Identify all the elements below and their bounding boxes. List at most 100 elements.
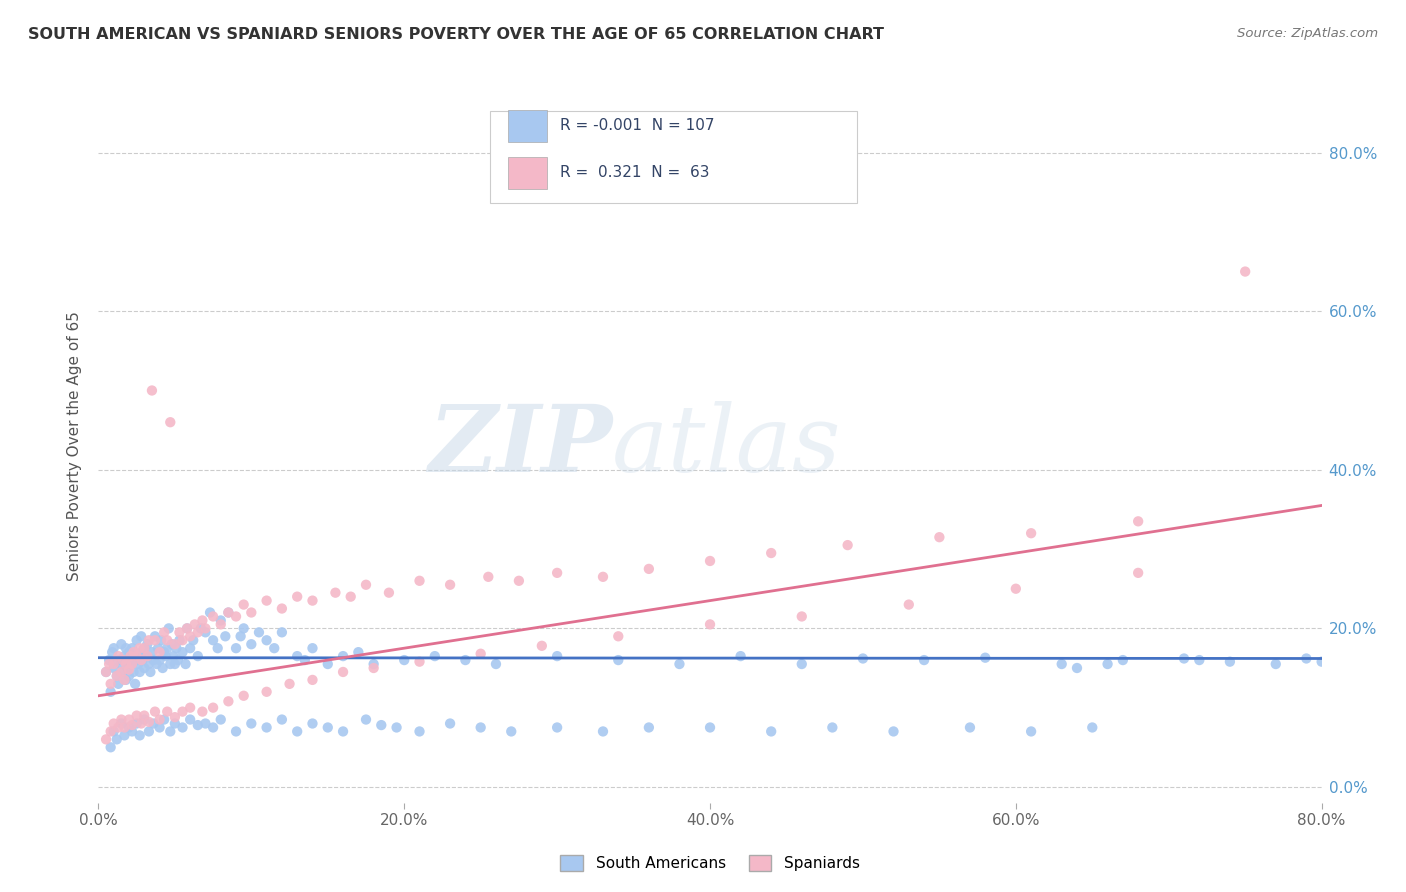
Point xyxy=(125,716,148,731)
Point xyxy=(159,415,181,429)
Point xyxy=(209,713,232,727)
Point xyxy=(143,629,166,643)
Point xyxy=(128,728,150,742)
Point xyxy=(332,649,354,664)
Point xyxy=(110,665,132,679)
Point xyxy=(194,625,217,640)
Point xyxy=(138,724,160,739)
Point xyxy=(153,645,176,659)
Point xyxy=(120,653,142,667)
Point xyxy=(363,657,385,671)
Text: Source: ZipAtlas.com: Source: ZipAtlas.com xyxy=(1237,27,1378,40)
Point xyxy=(546,566,568,580)
Point xyxy=(100,740,122,755)
Point xyxy=(122,649,145,664)
Point xyxy=(699,721,721,735)
Point xyxy=(191,614,214,628)
Point xyxy=(285,724,308,739)
Point xyxy=(1019,724,1042,739)
Point xyxy=(100,685,122,699)
Point xyxy=(111,665,134,679)
Point xyxy=(105,732,128,747)
Point xyxy=(115,673,138,687)
Point xyxy=(385,721,408,735)
Point xyxy=(101,645,124,659)
Point xyxy=(142,716,165,731)
Point xyxy=(530,639,553,653)
FancyBboxPatch shape xyxy=(508,157,547,189)
Y-axis label: Seniors Poverty Over the Age of 65: Seniors Poverty Over the Age of 65 xyxy=(67,311,83,581)
Point xyxy=(1004,582,1026,596)
Point xyxy=(121,718,143,732)
Point xyxy=(1188,653,1211,667)
Point xyxy=(229,629,252,643)
Point xyxy=(270,625,292,640)
Point xyxy=(240,637,263,651)
Point xyxy=(217,606,239,620)
Point xyxy=(194,621,217,635)
Point xyxy=(256,685,278,699)
Point xyxy=(263,641,285,656)
Legend: South Americans, Spaniards: South Americans, Spaniards xyxy=(554,849,866,877)
Point xyxy=(115,657,138,671)
Point xyxy=(141,384,163,398)
Point xyxy=(897,598,920,612)
Point xyxy=(209,617,232,632)
Point xyxy=(256,593,278,607)
Point xyxy=(94,665,117,679)
Point xyxy=(256,633,278,648)
Point xyxy=(408,655,430,669)
Point xyxy=(301,716,323,731)
Point xyxy=(176,621,198,635)
Point xyxy=(134,641,156,656)
Point xyxy=(138,633,160,648)
Point xyxy=(232,621,254,635)
Text: R =  0.321  N =  63: R = 0.321 N = 63 xyxy=(560,165,709,180)
Point xyxy=(1112,653,1135,667)
Point xyxy=(149,653,172,667)
Point xyxy=(477,570,499,584)
Point xyxy=(187,649,209,664)
Point xyxy=(1066,661,1088,675)
Point xyxy=(118,663,141,677)
Point xyxy=(232,689,254,703)
Point xyxy=(301,673,323,687)
Text: SOUTH AMERICAN VS SPANIARD SENIORS POVERTY OVER THE AGE OF 65 CORRELATION CHART: SOUTH AMERICAN VS SPANIARD SENIORS POVER… xyxy=(28,27,884,42)
Point xyxy=(637,721,661,735)
Point xyxy=(120,649,142,664)
Point xyxy=(592,724,614,739)
Point xyxy=(316,721,339,735)
Point xyxy=(141,645,163,659)
Point xyxy=(285,590,308,604)
Point xyxy=(179,641,201,656)
Point xyxy=(125,633,148,648)
Point xyxy=(240,606,263,620)
Point xyxy=(118,669,141,683)
Point xyxy=(105,669,128,683)
Point xyxy=(301,641,323,656)
Point xyxy=(214,629,236,643)
Point xyxy=(191,705,214,719)
Point xyxy=(163,657,186,671)
Point xyxy=(122,645,145,659)
Point xyxy=(172,633,194,648)
Point xyxy=(100,724,122,739)
Point xyxy=(174,657,197,671)
Point xyxy=(169,625,191,640)
Point xyxy=(172,705,194,719)
Point xyxy=(270,601,292,615)
Point xyxy=(107,649,129,664)
Point xyxy=(181,633,204,648)
FancyBboxPatch shape xyxy=(489,111,856,203)
Point xyxy=(115,641,138,656)
Point xyxy=(107,677,129,691)
Point xyxy=(153,625,176,640)
Point xyxy=(187,625,209,640)
Point xyxy=(124,677,146,691)
Point xyxy=(107,653,129,667)
Point xyxy=(202,721,225,735)
Point xyxy=(139,665,162,679)
Point xyxy=(136,637,159,651)
Point xyxy=(122,665,145,679)
Point xyxy=(153,713,176,727)
